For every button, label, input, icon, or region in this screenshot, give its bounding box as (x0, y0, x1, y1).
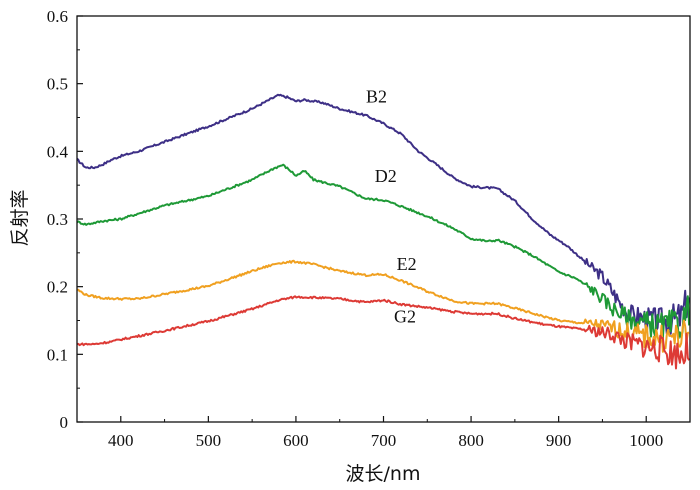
y-tick-label: 0.4 (47, 142, 69, 161)
series-line-b2 (76, 93, 691, 335)
series-label-g2: G2 (394, 307, 416, 327)
axes-layer: 400 500 600 700 800 900 1000 0 0.1 0.2 0.3 0.4 0.5 0.… (47, 7, 691, 450)
y-tick-label: 0.5 (47, 75, 68, 94)
x-tick-label: 700 (371, 431, 397, 450)
x-tick-label: 500 (196, 431, 222, 450)
y-tick-label: 0.2 (47, 278, 68, 297)
x-tick-label: 800 (458, 431, 484, 450)
x-tick-label: 1000 (629, 431, 663, 450)
x-tick-label: 600 (283, 431, 309, 450)
y-tick-label: 0.3 (47, 210, 68, 229)
series-label-e2: E2 (397, 254, 417, 274)
series-line-g2 (76, 295, 690, 370)
series-layer: B2 D2 E2 G2 (76, 87, 691, 370)
series-label-d2: D2 (375, 166, 397, 186)
y-tick-label: 0.6 (47, 7, 68, 26)
series-line-e2 (77, 259, 690, 353)
y-tick-label: 0.1 (47, 345, 68, 364)
series-label-b2: B2 (366, 87, 387, 107)
series-line-d2 (76, 163, 691, 340)
x-tick-label: 900 (546, 431, 572, 450)
plot-frame (76, 15, 691, 423)
x-axis-title: 波长/nm (346, 463, 421, 485)
y-tick-label: 0 (60, 413, 69, 432)
x-tick-label: 400 (108, 431, 134, 450)
y-axis-title: 反射率 (9, 189, 31, 246)
